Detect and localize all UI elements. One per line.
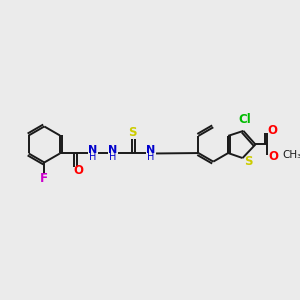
Text: H: H — [147, 152, 155, 162]
Text: CH₃: CH₃ — [282, 150, 300, 160]
Text: Cl: Cl — [238, 113, 251, 126]
Text: O: O — [74, 164, 83, 177]
Text: O: O — [267, 124, 277, 137]
Text: N: N — [109, 145, 118, 155]
Text: O: O — [268, 150, 278, 163]
Text: H: H — [89, 152, 97, 162]
Text: N: N — [146, 145, 156, 155]
Text: H: H — [110, 152, 117, 162]
Text: S: S — [244, 155, 253, 168]
Text: F: F — [40, 172, 48, 185]
Text: S: S — [128, 127, 137, 140]
Text: N: N — [88, 145, 98, 155]
